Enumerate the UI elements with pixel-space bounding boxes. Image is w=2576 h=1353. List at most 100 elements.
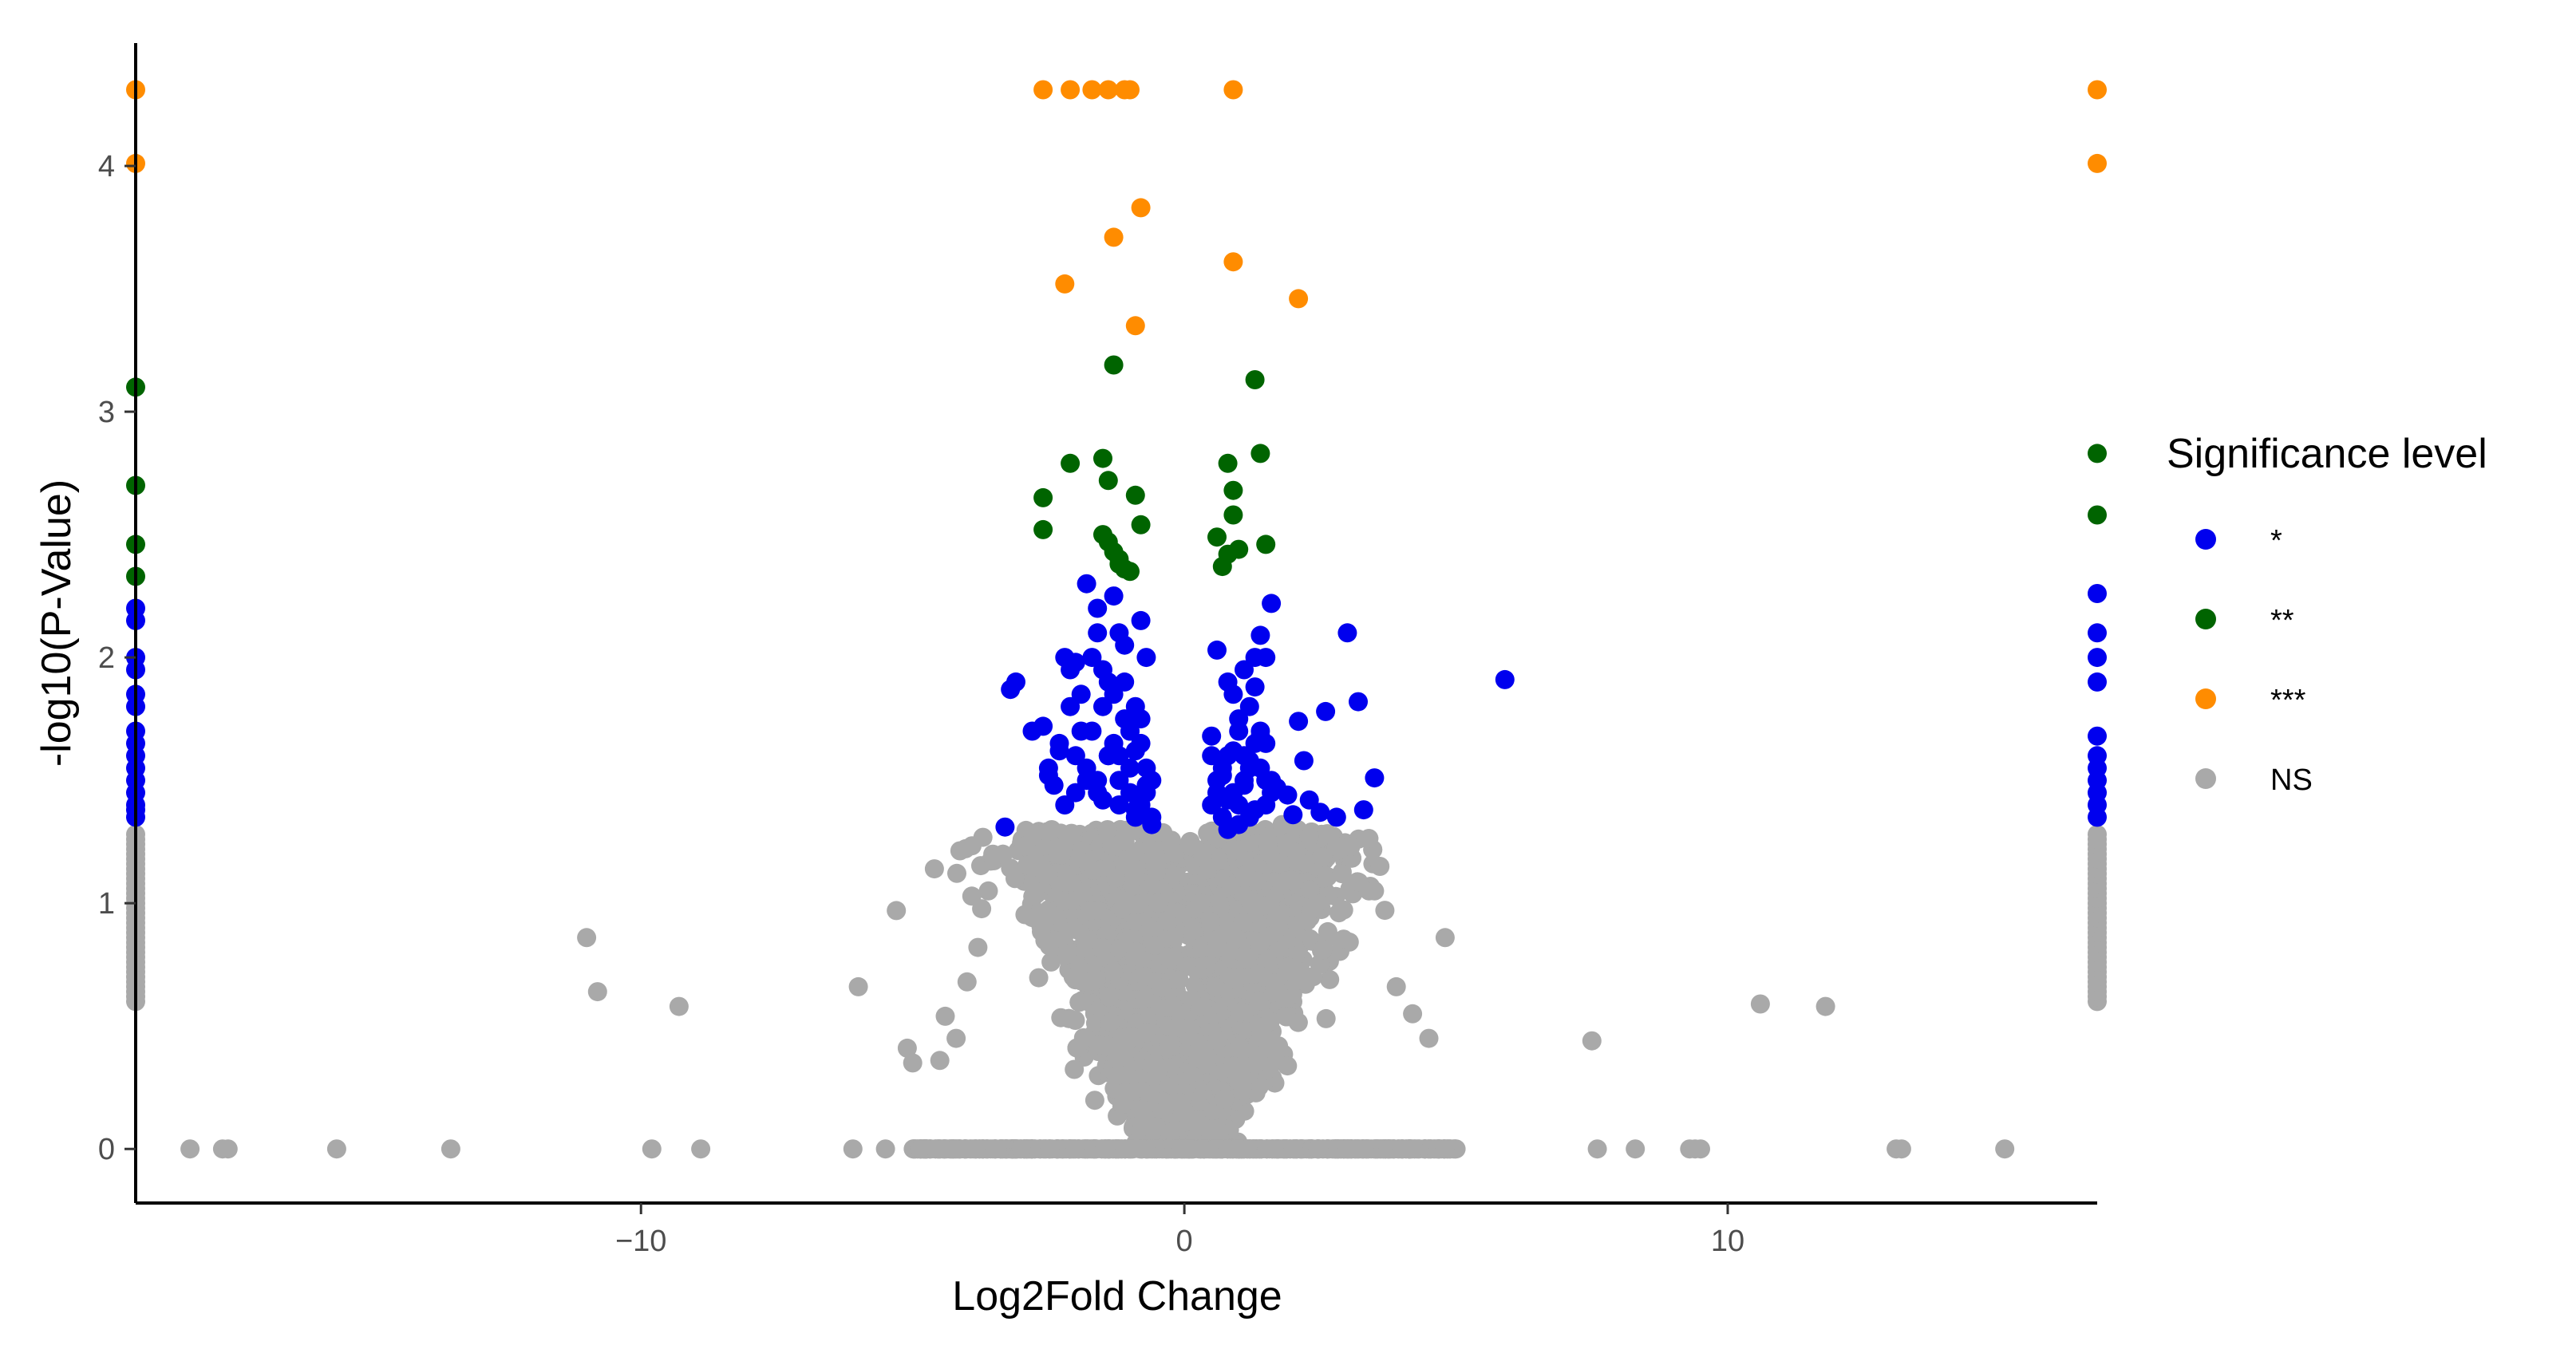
- ns-point: [1126, 942, 1146, 961]
- x-tick-label: 10: [1711, 1225, 1744, 1258]
- point-ns: [1332, 864, 1352, 884]
- ns-point: [1065, 1059, 1085, 1079]
- point-ns: [897, 1038, 917, 1058]
- ns-point: [1115, 831, 1135, 851]
- ns-point: [946, 1139, 966, 1159]
- y-tick-label: 4: [98, 150, 115, 183]
- ns-point: [1257, 1139, 1277, 1159]
- ns-point: [1023, 886, 1043, 906]
- point-sig1: [1310, 803, 1330, 822]
- ns-point: [1278, 1056, 1298, 1076]
- point-ns: [1326, 837, 1346, 857]
- ns-point: [1359, 829, 1379, 849]
- ns-point: [1164, 1018, 1183, 1038]
- ns-point: [1128, 894, 1148, 914]
- point-sig1: [1077, 574, 1096, 594]
- point-sig3: [1120, 80, 1140, 100]
- ns-point: [1287, 971, 1307, 991]
- ns-point: [1176, 1139, 1196, 1159]
- y-tick-label: 2: [98, 641, 115, 675]
- point-sig1: [1065, 783, 1085, 803]
- ns-point: [1316, 1008, 1336, 1028]
- point-sig2: [1125, 485, 1145, 505]
- point-sig1: [1337, 623, 1357, 643]
- ns-point: [1172, 1103, 1192, 1122]
- point-sig2: [1207, 527, 1227, 547]
- point-sig1: [1125, 807, 1145, 827]
- ns-point: [1341, 837, 1361, 857]
- point-sig1: [1061, 696, 1081, 716]
- ns-point: [1022, 908, 1042, 928]
- point-sig1: [2088, 807, 2107, 827]
- point-sig2: [1093, 448, 1112, 468]
- ns-point: [1208, 850, 1228, 870]
- ns-point: [947, 863, 966, 883]
- ns-point: [1164, 842, 1184, 862]
- point-ns: [887, 901, 907, 921]
- point-ns: [587, 982, 607, 1002]
- ns-point: [911, 1139, 930, 1159]
- point-ns: [935, 1006, 955, 1026]
- ns-point: [1040, 1139, 1060, 1159]
- point-sig1: [1120, 758, 1140, 778]
- point-ns: [875, 1139, 895, 1159]
- point-sig2: [1109, 554, 1129, 574]
- ns-point: [1041, 952, 1061, 972]
- point-ns: [924, 859, 944, 879]
- point-sig3: [2088, 153, 2107, 173]
- ns-point: [1265, 851, 1285, 871]
- ns-point: [1149, 1139, 1169, 1159]
- point-sig1: [1207, 783, 1227, 803]
- ns-point: [1250, 1028, 1270, 1047]
- point-sig2: [2088, 444, 2107, 463]
- legend-key: [2195, 529, 2216, 550]
- ns-point: [1213, 1000, 1233, 1020]
- point-sig1: [1202, 746, 1222, 766]
- point-sig2: [1033, 519, 1053, 539]
- ns-point: [1032, 921, 1051, 941]
- legend: Significance level ******NS: [2167, 431, 2487, 797]
- ns-point: [1192, 938, 1212, 958]
- point-ns: [1299, 827, 1319, 846]
- point-ns: [180, 1139, 200, 1159]
- point-ns: [1370, 857, 1390, 876]
- ns-point: [1136, 967, 1156, 987]
- point-sig3: [1131, 198, 1151, 218]
- ns-point: [1247, 871, 1267, 891]
- point-ns: [930, 1051, 950, 1071]
- point-sig1: [2088, 623, 2107, 643]
- point-ns: [1386, 976, 1406, 996]
- ns-point: [962, 886, 982, 906]
- ns-point: [1308, 1139, 1328, 1159]
- point-sig1: [1088, 598, 1108, 618]
- point-sig3: [1289, 289, 1309, 309]
- ns-point: [1233, 913, 1253, 933]
- ns-point: [1029, 968, 1049, 988]
- point-sig1: [2088, 672, 2107, 692]
- point-sig1: [1104, 586, 1124, 606]
- ns-point: [1106, 868, 1126, 888]
- point-sig1: [1256, 733, 1276, 753]
- ns-point: [1258, 951, 1277, 971]
- ns-point: [1057, 945, 1077, 964]
- ns-point: [1201, 912, 1221, 932]
- point-sig1: [1120, 721, 1140, 741]
- ns-point: [1006, 869, 1025, 889]
- point-sig1: [1136, 648, 1156, 668]
- point-sig3: [1082, 80, 1102, 100]
- legend-label: ***: [2270, 684, 2306, 717]
- ns-point: [1132, 1099, 1152, 1119]
- point-sig1: [1077, 771, 1096, 791]
- point-sig1: [2088, 584, 2107, 603]
- ns-point: [2088, 824, 2107, 844]
- point-sig1: [1093, 660, 1112, 680]
- point-ns: [669, 996, 689, 1016]
- point-sig1: [1109, 795, 1129, 815]
- ns-point: [1247, 858, 1267, 878]
- ns-point: [1135, 988, 1155, 1008]
- point-sig2: [1256, 534, 1276, 554]
- ns-point: [1221, 876, 1241, 896]
- ns-point: [1112, 1095, 1132, 1114]
- ns-point: [1269, 1036, 1289, 1056]
- ns-point: [1040, 936, 1060, 956]
